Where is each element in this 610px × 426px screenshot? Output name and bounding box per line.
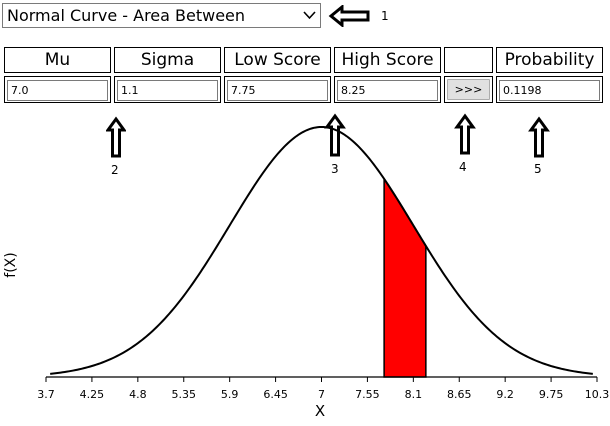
low-score-cell (224, 76, 331, 103)
x-tick-label: 5.9 (221, 388, 239, 401)
x-tick-label: 10.3 (585, 388, 610, 401)
header-probability: Probability (496, 47, 603, 73)
up-arrow-icon (528, 116, 550, 158)
distribution-select[interactable]: Normal Curve - Area Between (2, 3, 321, 28)
x-tick-label: 9.75 (539, 388, 564, 401)
mu-cell (4, 76, 111, 103)
x-tick-label: 8.1 (405, 388, 423, 401)
up-arrow-icon (106, 116, 126, 158)
marker-4: 4 (459, 160, 467, 174)
probability-output[interactable] (499, 80, 600, 101)
compute-cell: >>> (444, 76, 493, 103)
x-tick-label: 4.8 (129, 388, 147, 401)
marker-3: 3 (331, 162, 339, 176)
low-score-input[interactable] (227, 80, 328, 101)
mu-input[interactable] (7, 80, 108, 101)
x-tick-label: 7 (318, 388, 325, 401)
x-tick-label: 8.65 (447, 388, 472, 401)
chevron-down-icon (303, 11, 316, 20)
x-tick-label: 9.2 (496, 388, 514, 401)
shaded-area (383, 176, 427, 378)
distribution-select-value: Normal Curve - Area Between (7, 6, 246, 25)
sigma-cell (114, 76, 221, 103)
header-blank (444, 47, 493, 73)
marker-2: 2 (111, 163, 119, 177)
x-tick-label: 7.55 (355, 388, 380, 401)
x-tick-label: 3.7 (37, 388, 55, 401)
header-mu: Mu (4, 47, 111, 73)
normal-curve-line (50, 125, 593, 375)
header-low-score: Low Score (224, 47, 331, 73)
x-tick-label: 4.25 (80, 388, 105, 401)
high-score-cell (334, 76, 441, 103)
compute-button[interactable]: >>> (447, 79, 490, 100)
marker-1: 1 (381, 9, 389, 23)
header-high-score: High Score (334, 47, 441, 73)
high-score-input[interactable] (337, 80, 438, 101)
probability-cell (496, 76, 603, 103)
x-tick-label: 6.45 (263, 388, 288, 401)
marker-5: 5 (534, 162, 542, 176)
y-axis-label: f(X) (3, 252, 19, 277)
sigma-input[interactable] (117, 80, 218, 101)
x-axis-label: X (315, 402, 325, 420)
x-tick-label: 5.35 (172, 388, 197, 401)
up-arrow-icon (454, 113, 476, 155)
header-sigma: Sigma (114, 47, 221, 73)
left-arrow-icon (328, 5, 370, 27)
